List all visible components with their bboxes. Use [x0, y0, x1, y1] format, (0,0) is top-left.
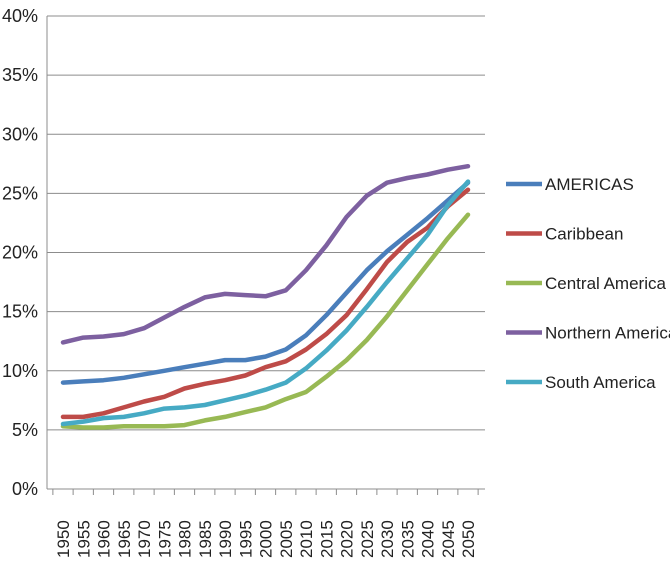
y-tick-label: 20% — [2, 243, 38, 263]
x-tick-label: 1985 — [196, 520, 215, 558]
y-axis: 0% 5% 10% 15% 20% 25% 30% 35% 40% — [2, 6, 48, 499]
series-line-caribbean — [60, 187, 471, 420]
series-line-northern-america — [60, 163, 471, 345]
legend-label: Northern America — [545, 324, 670, 343]
x-tick-label: 2045 — [439, 520, 458, 558]
y-tick-label: 40% — [2, 6, 38, 26]
x-tick-label: 1980 — [176, 520, 195, 558]
x-tick-label: 2040 — [419, 520, 438, 558]
legend: AMERICAS Caribbean Central America Northern… — [506, 175, 670, 392]
y-tick-label: 35% — [2, 65, 38, 85]
legend-label: Central America — [545, 274, 666, 293]
x-tick-label: 2025 — [358, 520, 377, 558]
legend-label: AMERICAS — [545, 175, 634, 194]
x-tick-label: 2020 — [338, 520, 357, 558]
x-tick-label: 1955 — [74, 520, 93, 558]
y-tick-label: 30% — [2, 124, 38, 144]
x-tick-label: 1995 — [236, 520, 255, 558]
series-line-central-america — [60, 212, 471, 430]
x-tick-label: 2035 — [398, 520, 417, 558]
x-tick-label: 1990 — [216, 520, 235, 558]
x-tick-label: 1970 — [135, 520, 154, 558]
series-lines — [60, 163, 471, 430]
y-tick-label: 5% — [12, 420, 38, 440]
legend-label: Caribbean — [545, 225, 623, 244]
series-line-americas — [60, 180, 471, 385]
x-tick-label: 2030 — [378, 520, 397, 558]
legend-label: South America — [545, 373, 656, 392]
x-tick-label: 2050 — [459, 520, 478, 558]
y-tick-label: 10% — [2, 361, 38, 381]
gridlines — [47, 15, 485, 490]
x-tick-label: 1975 — [155, 520, 174, 558]
series-line-south-america — [60, 179, 471, 427]
x-tick-label: 2010 — [297, 520, 316, 558]
x-axis: 1950 1955 1960 1965 1970 1975 1980 1985 1990 1995… — [52, 489, 479, 558]
y-tick-label: 0% — [12, 479, 38, 499]
x-tick-label: 1960 — [95, 520, 114, 558]
x-tick-label: 2005 — [277, 520, 296, 558]
y-tick-label: 15% — [2, 302, 38, 322]
x-tick-label: 2015 — [317, 520, 336, 558]
x-tick-label: 1950 — [54, 520, 73, 558]
y-tick-label: 25% — [2, 183, 38, 203]
x-tick-label: 2000 — [257, 520, 276, 558]
x-tick-label: 1965 — [115, 520, 134, 558]
